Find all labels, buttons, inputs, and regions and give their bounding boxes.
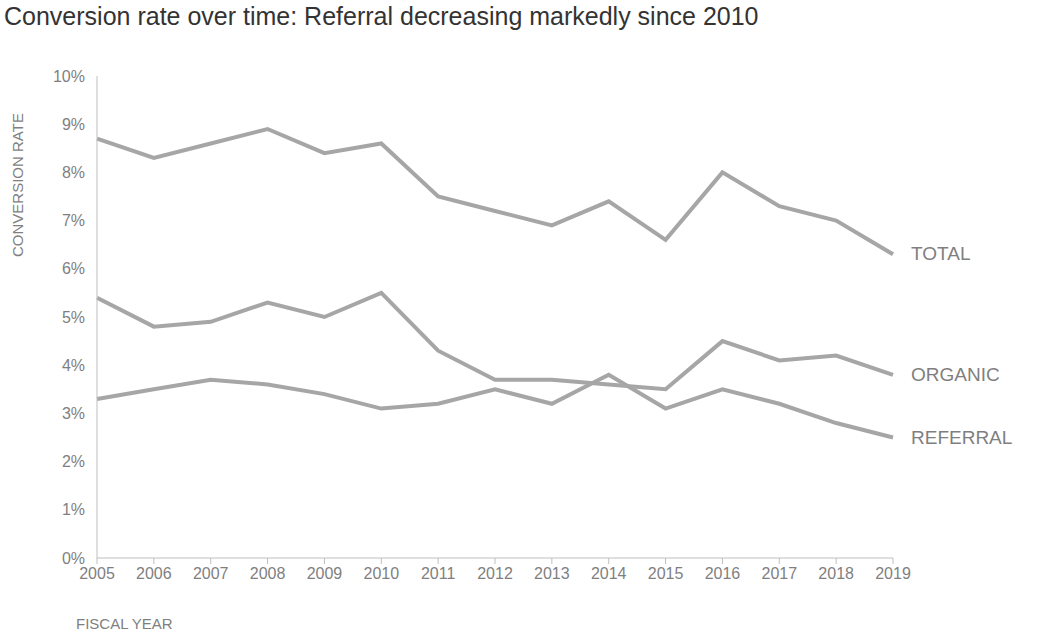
html-text:FISCAL YEAR: FISCAL YEAR [76, 615, 173, 632]
svg-text:2005: 2005 [79, 565, 115, 582]
svg-text:2013: 2013 [534, 565, 570, 582]
svg-text:2007: 2007 [193, 565, 229, 582]
svg-text:5%: 5% [62, 309, 85, 326]
svg-text:2008: 2008 [250, 565, 286, 582]
svg-text:2018: 2018 [818, 565, 854, 582]
html-text:Conversion rate over time: Ref: Conversion rate over time: Referral decr… [4, 2, 759, 30]
html-text:CONVERSION RATE: CONVERSION RATE [9, 113, 26, 257]
svg-text:10%: 10% [53, 68, 85, 85]
svg-text:6%: 6% [62, 260, 85, 277]
svg-text:8%: 8% [62, 164, 85, 181]
svg-text:4%: 4% [62, 357, 85, 374]
svg-text:2011: 2011 [421, 565, 456, 582]
svg-text:2016: 2016 [705, 565, 741, 582]
svg-text:9%: 9% [62, 116, 85, 133]
svg-text:2019: 2019 [875, 565, 911, 582]
svg-text:2012: 2012 [477, 565, 513, 582]
svg-text:2015: 2015 [648, 565, 684, 582]
svg-text:2006: 2006 [136, 565, 172, 582]
svg-text:REFERRAL: REFERRAL [911, 427, 1012, 448]
svg-text:ORGANIC: ORGANIC [911, 364, 1000, 385]
svg-text:3%: 3% [62, 405, 85, 422]
svg-text:2017: 2017 [761, 565, 797, 582]
svg-text:TOTAL: TOTAL [911, 243, 970, 264]
svg-text:2009: 2009 [307, 565, 343, 582]
svg-text:7%: 7% [62, 212, 85, 229]
svg-text:2010: 2010 [363, 565, 399, 582]
svg-text:2014: 2014 [591, 565, 627, 582]
svg-text:1%: 1% [62, 501, 85, 518]
svg-text:2%: 2% [62, 453, 85, 470]
svg-text:0%: 0% [62, 550, 85, 567]
